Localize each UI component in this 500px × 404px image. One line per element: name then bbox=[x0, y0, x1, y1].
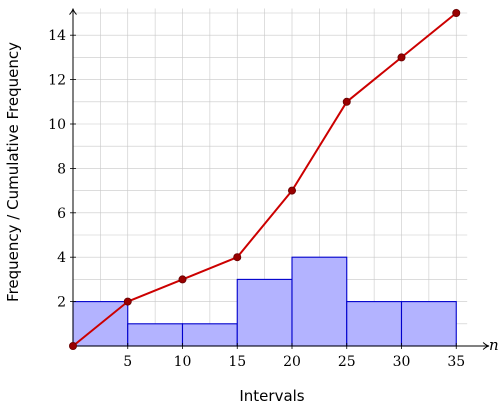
cumulative-point bbox=[178, 275, 187, 284]
x-axis-symbol: n bbox=[489, 336, 499, 354]
y-axis-label: Frequency / Cumulative Frequency bbox=[4, 42, 22, 302]
y-tick-label: 14 bbox=[48, 28, 66, 44]
tick-labels: 5 10 15 20 25 30 35 2 4 6 8 10 12 14 bbox=[48, 28, 465, 370]
x-tick-label: 30 bbox=[393, 354, 411, 370]
x-tick-label: 25 bbox=[338, 354, 356, 370]
cumulative-point bbox=[287, 186, 296, 195]
y-tick-label: 10 bbox=[48, 117, 66, 133]
x-tick-label: 20 bbox=[283, 354, 301, 370]
y-tick-label: 8 bbox=[57, 161, 66, 177]
grid bbox=[73, 8, 468, 346]
cumulative-line-group bbox=[69, 8, 461, 350]
histogram-bar bbox=[236, 278, 293, 347]
cumulative-point bbox=[233, 253, 242, 262]
histogram-bar bbox=[127, 323, 184, 347]
cumulative-line bbox=[72, 12, 457, 347]
cumulative-point bbox=[397, 53, 406, 62]
x-axis-label: Intervals bbox=[239, 387, 304, 404]
y-tick-label: 2 bbox=[57, 295, 66, 311]
x-tick-label: 10 bbox=[174, 354, 192, 370]
x-tick-label: 35 bbox=[447, 354, 465, 370]
histogram-bar bbox=[291, 256, 348, 347]
histogram-bar bbox=[346, 301, 403, 347]
x-tick-label: 5 bbox=[123, 354, 132, 370]
cumulative-point bbox=[452, 8, 461, 17]
x-axis-arrow-icon bbox=[482, 342, 490, 350]
axes bbox=[69, 8, 490, 350]
histogram-bar bbox=[400, 301, 457, 347]
y-axis-arrow-icon bbox=[69, 8, 77, 15]
y-tick-label: 6 bbox=[57, 206, 66, 222]
cumulative-point bbox=[342, 97, 351, 106]
x-tick-label: 15 bbox=[228, 354, 246, 370]
cumulative-point bbox=[123, 297, 132, 306]
y-tick-label: 4 bbox=[57, 250, 66, 266]
cumulative-point bbox=[69, 341, 78, 350]
histogram-bar bbox=[181, 323, 238, 347]
y-tick-label: 12 bbox=[48, 73, 66, 89]
